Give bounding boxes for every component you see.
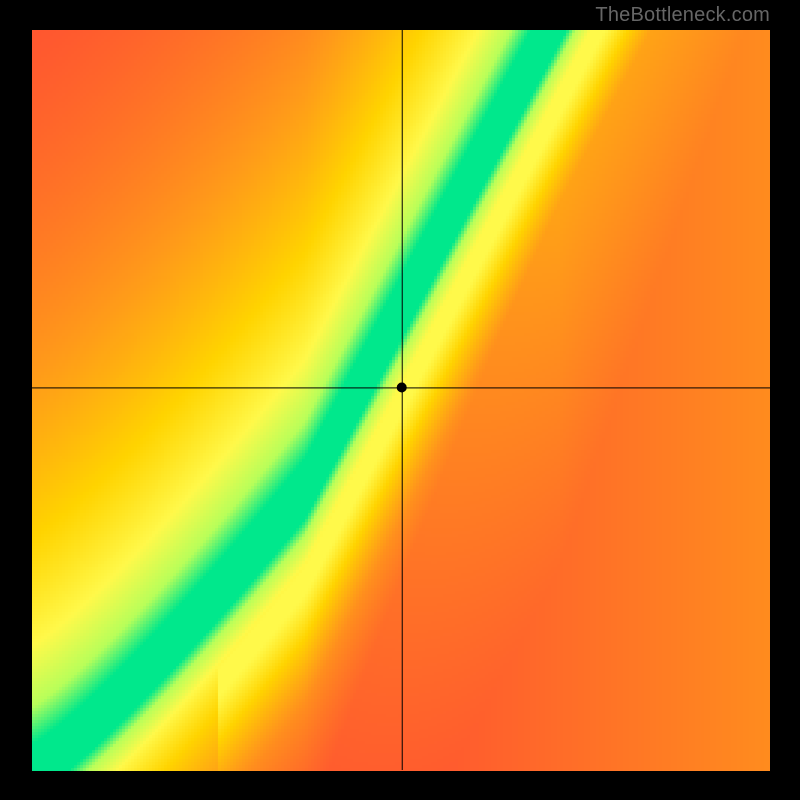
chart-container: TheBottleneck.com xyxy=(0,0,800,800)
watermark-text: TheBottleneck.com xyxy=(595,4,770,27)
bottleneck-heatmap xyxy=(0,0,800,800)
